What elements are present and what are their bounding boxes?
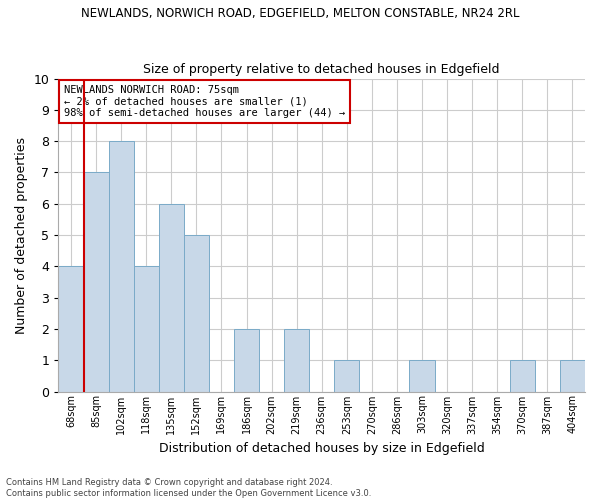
Bar [409,360,434,392]
Bar [234,329,259,392]
Title: Size of property relative to detached houses in Edgefield: Size of property relative to detached ho… [143,63,500,76]
Text: NEWLANDS NORWICH ROAD: 75sqm
← 2% of detached houses are smaller (1)
98% of semi: NEWLANDS NORWICH ROAD: 75sqm ← 2% of det… [64,85,345,118]
Bar [334,360,359,392]
Bar [109,141,134,392]
Text: Contains HM Land Registry data © Crown copyright and database right 2024.
Contai: Contains HM Land Registry data © Crown c… [6,478,371,498]
Bar [159,204,184,392]
Bar [134,266,159,392]
Bar [58,266,83,392]
Text: NEWLANDS, NORWICH ROAD, EDGEFIELD, MELTON CONSTABLE, NR24 2RL: NEWLANDS, NORWICH ROAD, EDGEFIELD, MELTO… [81,8,519,20]
Bar [510,360,535,392]
Bar [83,172,109,392]
Bar [284,329,309,392]
X-axis label: Distribution of detached houses by size in Edgefield: Distribution of detached houses by size … [159,442,485,455]
Bar [560,360,585,392]
Bar [184,235,209,392]
Y-axis label: Number of detached properties: Number of detached properties [15,136,28,334]
